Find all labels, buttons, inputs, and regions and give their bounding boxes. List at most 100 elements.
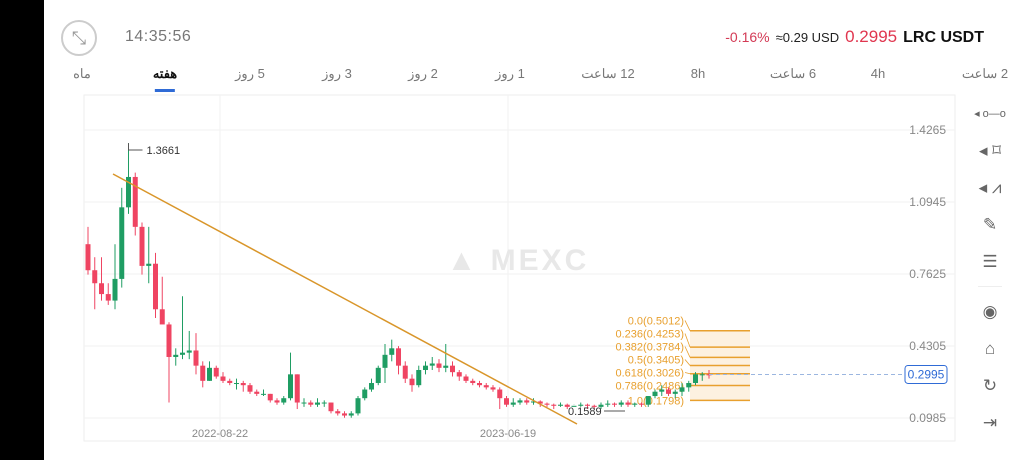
candle-body (618, 402, 624, 405)
candle-body (261, 393, 266, 395)
tab-1[interactable]: هفته (152, 66, 178, 81)
candle-body (355, 398, 361, 414)
candle-body (679, 387, 685, 392)
fib-label-leader (684, 333, 691, 348)
tab-6[interactable]: 12 ساعت (581, 66, 635, 81)
candle-body (537, 401, 543, 404)
candle-body (605, 403, 611, 405)
candle-body (119, 207, 125, 279)
candle-body (429, 363, 435, 366)
candle-body (443, 365, 449, 368)
candle-body (396, 348, 401, 366)
trading-pair: LRC USDT (903, 29, 984, 46)
ticker-summary: -0.16% ≈0.29 USD 0.2995 LRC USDT (725, 27, 984, 47)
candle-body (173, 354, 179, 357)
tab-10[interactable]: 2 ساعت (961, 66, 1009, 81)
tab-0[interactable]: ماه (73, 66, 91, 81)
candle-body (544, 403, 550, 405)
tab-7[interactable]: 8h (690, 66, 706, 81)
candle-body (409, 378, 415, 386)
candle-body (315, 402, 320, 405)
candle-body (612, 403, 617, 405)
clock-time: 14:35:56 (125, 28, 192, 45)
candle-body (652, 391, 658, 397)
candle-body (92, 270, 98, 284)
candle-body (382, 354, 388, 368)
candle-body (328, 402, 334, 412)
candle-body (254, 391, 260, 394)
candle-body (227, 380, 233, 384)
last-price-tag-label: 0.2995 (908, 367, 945, 381)
candle-body (375, 367, 381, 384)
share-icon[interactable]: ↻ (982, 375, 998, 395)
candle-body (294, 374, 300, 403)
candle-body (490, 387, 496, 390)
candle-body (281, 398, 287, 403)
collapse-fullscreen-button[interactable]: ⤡ (61, 20, 97, 56)
candle-body (585, 404, 590, 406)
candle-body (625, 402, 631, 405)
line-segment-icon[interactable]: ◂ o—o (974, 108, 1006, 120)
fib-level-label: 0.786(0.2486) (616, 380, 685, 392)
candle-body (362, 389, 368, 399)
last-price-tag (904, 364, 948, 384)
indicator-settings-icon[interactable]: ☰ (982, 251, 998, 271)
candle-body (112, 278, 118, 301)
y-tick-label: 0.0985 (909, 411, 946, 425)
candle-body (524, 400, 530, 403)
candle-body (693, 374, 698, 384)
candle-body (686, 383, 692, 388)
plot-frame (83, 94, 956, 442)
candle-body (234, 383, 239, 385)
candle-body (666, 389, 671, 394)
high-marker (128, 143, 143, 151)
tab-2[interactable]: 5 روز (235, 66, 265, 81)
candle-body (153, 263, 158, 310)
clear-brush-icon[interactable]: ⌂ (984, 338, 996, 358)
candle-body (531, 401, 536, 403)
candle-body (632, 403, 638, 405)
candle-body (85, 244, 91, 271)
x-tick-label: 2023-06-19 (480, 428, 536, 440)
fib-label-leader (684, 372, 691, 375)
pencil-icon[interactable]: ✎ (982, 214, 998, 234)
candle-body (463, 376, 469, 381)
tab-5[interactable]: 1 روز (495, 66, 525, 81)
candle-body (180, 352, 185, 355)
candle-body (126, 176, 131, 208)
candle-body (274, 400, 280, 403)
candle-body (166, 324, 172, 357)
tab-3[interactable]: 3 روز (322, 66, 352, 81)
candle-body (132, 176, 138, 227)
y-tick-label: 1.4265 (909, 123, 946, 137)
tab-9[interactable]: 4h (870, 66, 886, 81)
candle-body (247, 385, 253, 392)
candle-body (571, 405, 577, 407)
wave-tool-icon[interactable]: ◂ ⩘ (978, 177, 1002, 197)
candle-body (105, 294, 111, 301)
exit-icon[interactable]: ⇥ (982, 412, 998, 432)
candle-body (645, 396, 651, 405)
candle-body (578, 404, 584, 406)
candle-body (159, 309, 165, 325)
eye-icon[interactable]: ◉ (982, 301, 998, 321)
y-tick-label: 1.0945 (909, 195, 946, 209)
candle-body (659, 389, 665, 392)
candle-body (416, 369, 422, 386)
candle-body (470, 380, 476, 384)
candle-body (193, 350, 199, 366)
candle-body (308, 402, 314, 405)
tab-8[interactable]: 6 ساعت (769, 66, 817, 81)
rectangle-tool-icon[interactable]: ◂ ⌑ (979, 140, 1001, 160)
candle-body (456, 372, 462, 377)
candle-body (267, 393, 273, 401)
candle-body (99, 283, 104, 295)
candle-body (301, 402, 307, 404)
candle-body (139, 226, 145, 266)
tab-4[interactable]: 2 روز (408, 66, 438, 81)
mexc-watermark: ▲ MEXC (447, 244, 590, 277)
fib-level-label: 0.618(0.3026) (616, 367, 685, 379)
fib-label-leader (684, 320, 691, 331)
candle-body (369, 383, 374, 390)
